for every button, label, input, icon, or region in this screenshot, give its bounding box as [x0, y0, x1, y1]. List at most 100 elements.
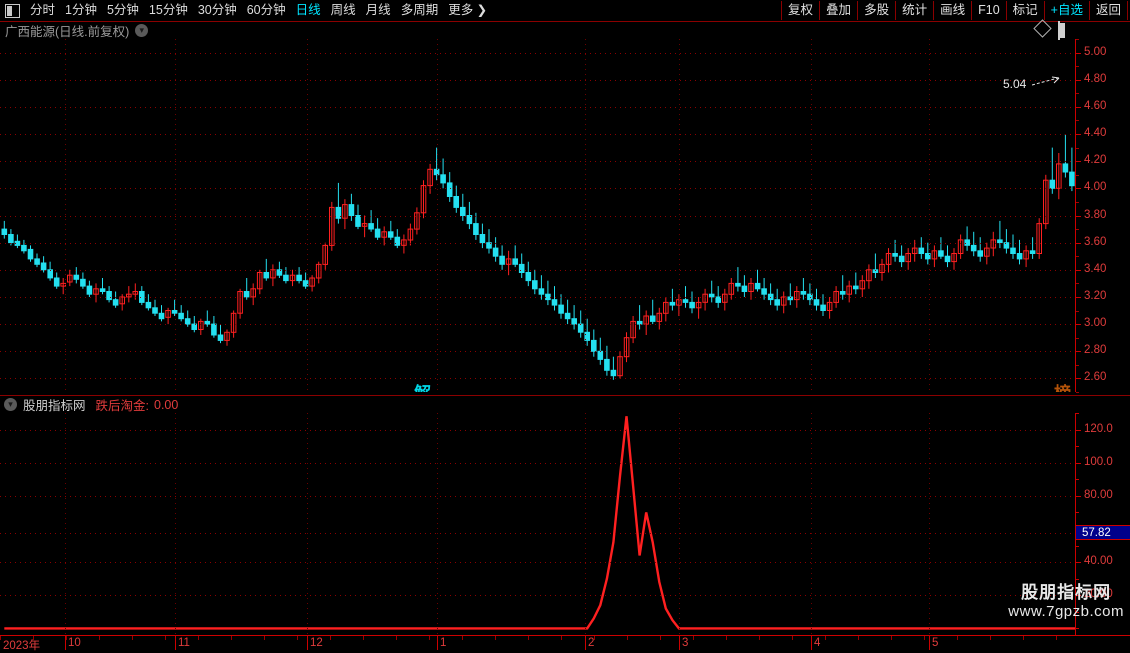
indicator-axis-label: 120.0 [1084, 422, 1113, 435]
date-axis-label: 11 [178, 637, 190, 649]
price-axis-label: 5.00 [1084, 45, 1107, 58]
toolbar-button-8[interactable]: 返回 [1088, 1, 1128, 20]
date-axis-minor-tick [627, 636, 628, 640]
toolbar-button-4[interactable]: 画线 [933, 1, 973, 20]
timeframe-6[interactable]: 日线 [295, 3, 321, 17]
indicator-highlight-value: 57.82 [1076, 524, 1130, 540]
gridline [0, 242, 1075, 244]
month-gridline [585, 413, 586, 635]
price-axis-minor-tick [1076, 120, 1079, 122]
timeframe-1[interactable]: 1分钟 [65, 3, 97, 17]
price-axis-label: 4.00 [1084, 181, 1107, 194]
page-title: 广西能源(日线.前复权) [5, 24, 130, 39]
toolbar-button-5[interactable]: F10 [971, 1, 1007, 20]
price-chart-pane[interactable]: 5.04 2.59 解 榜 [0, 39, 1075, 392]
toolbar-button-6[interactable]: 标记 [1005, 1, 1045, 20]
timeframe-9[interactable]: 多周期 [400, 3, 439, 17]
date-axis-minor-tick [165, 636, 166, 640]
indicator-axis-minor-tick [1076, 462, 1079, 464]
price-axis-label: 4.80 [1084, 72, 1107, 85]
toolbar-button-2[interactable]: 多股 [857, 1, 897, 20]
date-axis-separator [929, 636, 930, 650]
indicator-axis-minor-tick [1076, 562, 1079, 564]
date-axis-minor-tick [693, 636, 694, 640]
price-axis-minor-tick [1076, 106, 1079, 108]
date-axis-minor-tick [759, 636, 760, 640]
timeframe-5[interactable]: 60分钟 [246, 3, 286, 17]
date-axis-label: 2 [588, 637, 595, 649]
brand-url: www.7gpzb.com [1008, 603, 1124, 620]
date-axis-minor-tick [561, 636, 562, 640]
month-gridline [929, 39, 930, 392]
timeframe-4[interactable]: 30分钟 [197, 3, 237, 17]
timeframe-7[interactable]: 周线 [330, 3, 356, 17]
date-axis-minor-tick [462, 636, 463, 640]
gridline [0, 269, 1075, 271]
month-gridline [437, 413, 438, 635]
date-axis-minor-tick [726, 636, 727, 640]
month-gridline [307, 39, 308, 392]
price-axis-minor-tick [1076, 52, 1079, 54]
indicator-chevron-icon[interactable]: ▾ [4, 398, 17, 411]
toolbar-button-3[interactable]: 统计 [895, 1, 935, 20]
date-axis-separator [811, 636, 812, 650]
price-axis-minor-tick [1076, 66, 1079, 68]
panel-split-icon[interactable] [5, 3, 20, 18]
gridline [0, 562, 1075, 564]
date-axis-minor-tick [132, 636, 133, 640]
timeframe-list: 分时 1分钟 5分钟 15分钟 30分钟 60分钟 日线 周线 月线 多周期 更多 ❯ [25, 0, 492, 21]
indicator-axis-minor-tick [1076, 413, 1079, 414]
price-axis-minor-tick [1076, 337, 1079, 339]
date-axis-minor-tick [924, 636, 925, 640]
indicator-chart-pane[interactable] [0, 413, 1075, 635]
month-gridline [679, 39, 680, 392]
toolbar-button-0[interactable]: 复权 [781, 1, 821, 20]
indicator-name-label: 跌后淘金: [95, 399, 149, 413]
price-axis-minor-tick [1076, 79, 1079, 81]
gridline [0, 495, 1075, 497]
date-axis-minor-tick [0, 636, 1, 640]
gridline [0, 215, 1075, 217]
timeframe-0[interactable]: 分时 [30, 3, 56, 17]
price-axis-minor-tick [1076, 296, 1079, 298]
timeframe-3[interactable]: 15分钟 [148, 3, 188, 17]
gridline [0, 79, 1075, 81]
toolbar-button-1[interactable]: 叠加 [819, 1, 859, 20]
month-gridline [437, 39, 438, 392]
date-axis-minor-tick [990, 636, 991, 640]
brand-name: 股朋指标网 [1021, 583, 1112, 602]
price-axis-minor-tick [1076, 174, 1079, 176]
watermark-char-left: 解 [414, 379, 431, 392]
date-axis-minor-tick [297, 636, 298, 640]
toolbar-button-7[interactable]: +自选 [1043, 1, 1090, 20]
price-axis-minor-tick [1076, 269, 1079, 271]
date-axis-minor-tick [330, 636, 331, 640]
price-axis-minor-tick [1076, 242, 1079, 244]
indicator-axis-minor-tick [1076, 495, 1079, 497]
date-axis-minor-tick [66, 636, 67, 640]
gridline [0, 188, 1075, 190]
layout-split-icon[interactable] [1058, 21, 1060, 40]
high-arrow-icon [1032, 76, 1060, 86]
date-axis-label: 3 [682, 637, 689, 649]
gridline [0, 595, 1075, 597]
date-axis-label: 5 [932, 637, 939, 649]
gridline [0, 324, 1075, 326]
date-axis-label: 4 [814, 637, 821, 649]
date-axis-minor-tick [99, 636, 100, 640]
price-axis-minor-tick [1076, 324, 1079, 326]
chevron-down-icon[interactable]: ▾ [135, 23, 149, 37]
price-axis: 5.00 4.80 4.60 4.40 4.20 4.00 3.80 3.60 3.40 3.20… [1075, 39, 1130, 393]
indicator-axis-minor-tick [1076, 545, 1079, 547]
price-axis-label: 3.80 [1084, 208, 1107, 221]
date-axis-minor-tick [825, 636, 826, 640]
gridline [0, 378, 1075, 380]
gridline [0, 296, 1075, 298]
indicator-axis-label: 100.0 [1084, 455, 1113, 468]
price-axis-minor-tick [1076, 215, 1079, 217]
stock-title-bar: 广西能源(日线.前复权) ▾ [0, 21, 1130, 39]
timeframe-8[interactable]: 月线 [365, 3, 391, 17]
timeframe-2[interactable]: 5分钟 [106, 3, 139, 17]
timeframe-10[interactable]: 更多 ❯ [448, 3, 488, 17]
right-toolbar: 复权 叠加 多股 统计 画线 F10 标记 +自选 返回 [781, 0, 1128, 21]
